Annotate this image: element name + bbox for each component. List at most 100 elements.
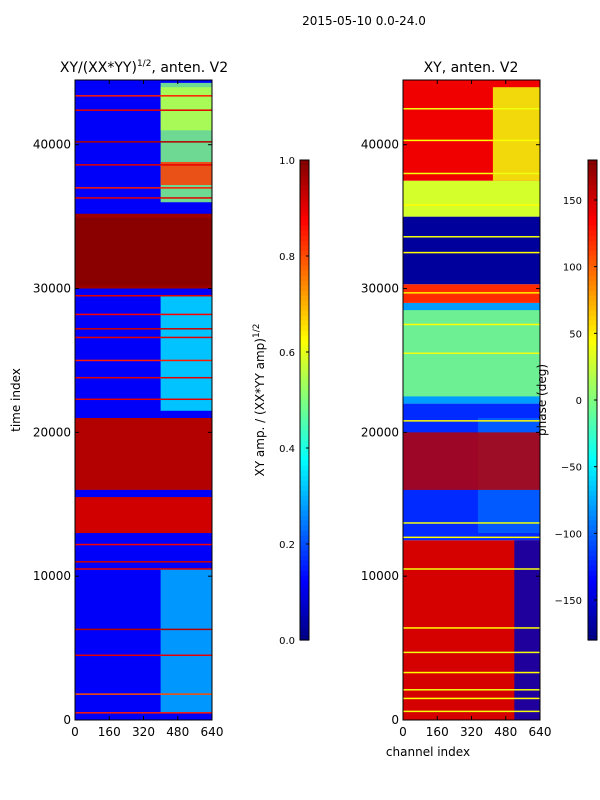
colorbar-2-step-1: [588, 630, 597, 636]
colorbar-2-step-20: [588, 535, 597, 541]
colorbar-2-tick-label-5: −100: [555, 529, 582, 540]
colorbar-1-step-81: [300, 230, 309, 236]
panel-1-ytick-label-0: 0: [63, 713, 71, 727]
colorbar-2-step-50: [588, 385, 597, 391]
colorbar-1-step-11: [300, 580, 309, 586]
panel-2-y-ticks: 0 10000 20000 30000 40000: [361, 138, 540, 727]
colorbar-2-tick-label-0: 150: [563, 196, 582, 207]
panel-1-line-12: [75, 313, 212, 316]
colorbar-2-step-11: [588, 580, 597, 586]
panel-2-line-9: [403, 420, 540, 422]
colorbar-1-step-39: [300, 440, 309, 446]
panel-1-line-2: [75, 654, 212, 657]
colorbar-1-step-87: [300, 200, 309, 206]
colorbar-2-step-46: [588, 405, 597, 411]
colorbar-1-step-18: [300, 545, 309, 551]
colorbar-2-step-78: [588, 245, 597, 251]
colorbar-1-step-80: [300, 235, 309, 241]
colorbar-2-step-93: [588, 170, 597, 176]
colorbar-2-step-75: [588, 260, 597, 266]
colorbar-1-tick-label-4: 0.8: [279, 252, 295, 263]
colorbar-1-step-70: [300, 285, 309, 291]
panel-1-line-3: [75, 628, 212, 631]
colorbar-1-ticks: 0.0 0.2 0.4 0.6 0.8 1.0: [279, 156, 309, 647]
panel-1-line-16: [75, 164, 212, 166]
colorbar-1-step-93: [300, 170, 309, 176]
colorbar-1-step-85: [300, 210, 309, 216]
panel-2-line-15: [403, 204, 540, 206]
panel-2-ytick-label-1: 10000: [361, 569, 399, 583]
panel-1-xtick-label-1: 160: [98, 725, 121, 739]
colorbar-2-step-3: [588, 620, 597, 626]
panel-2-xtick-label-2: 320: [460, 725, 483, 739]
panel-1-band-1: [75, 417, 212, 490]
panel-2-line-2: [403, 689, 540, 691]
panel-1-xtick-label-0: 0: [71, 725, 79, 739]
colorbar-1-step-77: [300, 250, 309, 256]
colorbar-2-step-92: [588, 175, 597, 181]
colorbar-1-step-34: [300, 465, 309, 471]
colorbar-1: [300, 160, 309, 641]
colorbar-1-step-56: [300, 355, 309, 361]
panel-2-line-14: [403, 236, 540, 238]
colorbar-1-step-60: [300, 335, 309, 341]
panel-1-ytick-label-2: 20000: [33, 425, 71, 439]
colorbar-2-step-66: [588, 305, 597, 311]
colorbar-1-step-38: [300, 445, 309, 451]
colorbar-1-step-86: [300, 205, 309, 211]
panel-1-line-19: [75, 95, 212, 97]
panel-1-line-6: [75, 543, 212, 546]
colorbar-1-step-9: [300, 590, 309, 596]
colorbar-2-step-69: [588, 290, 597, 296]
panel-1-ylabel: time index: [9, 368, 23, 432]
colorbar-1-step-23: [300, 520, 309, 526]
colorbar-2-step-55: [588, 360, 597, 366]
colorbar-2-step-29: [588, 490, 597, 496]
panel-1-x-ticks: 0 160 320 480 640: [71, 80, 223, 739]
colorbar-1-step-74: [300, 265, 309, 271]
colorbar-2-step-58: [588, 345, 597, 351]
panel-2-xtick-label-3: 480: [494, 725, 517, 739]
panel-1-title-suffix: , anten. V2: [151, 60, 228, 76]
colorbar-1-step-15: [300, 560, 309, 566]
colorbar-1-step-72: [300, 275, 309, 281]
colorbar-1-step-67: [300, 300, 309, 306]
colorbar-2-step-38: [588, 445, 597, 451]
colorbar-2-step-94: [588, 165, 597, 171]
colorbar-2-step-74: [588, 265, 597, 271]
colorbar-2-tick-label-4: −50: [561, 463, 582, 474]
panel-2-xlabel: channel index: [386, 745, 470, 759]
panel-2-band-5: [403, 180, 540, 217]
colorbar-1-step-17: [300, 550, 309, 556]
colorbar-1-step-45: [300, 410, 309, 416]
panel-1-line-13: [75, 294, 212, 297]
panel-2-ytick-label-0: 0: [391, 713, 399, 727]
colorbar-1-step-82: [300, 225, 309, 231]
colorbar-2-step-80: [588, 235, 597, 241]
colorbar-2-step-76: [588, 255, 597, 261]
colorbar-1-step-21: [300, 530, 309, 536]
colorbar-1-step-31: [300, 480, 309, 486]
colorbar-2-step-48: [588, 395, 597, 401]
panel-2-patch-3: [492, 87, 540, 181]
colorbar-1-tick-label-1: 0.2: [279, 540, 295, 551]
colorbar-2-step-56: [588, 355, 597, 361]
panel-2-ytick-label-2: 20000: [361, 425, 399, 439]
colorbar-2-step-4: [588, 615, 597, 621]
colorbar-1-step-53: [300, 370, 309, 376]
colorbar-1-step-46: [300, 405, 309, 411]
colorbar-2-step-57: [588, 350, 597, 356]
panel-1-line-5: [75, 561, 212, 563]
panel-2-line-8: [403, 522, 540, 524]
colorbar-1-step-92: [300, 175, 309, 181]
colorbar-1-step-28: [300, 495, 309, 501]
panel-1-line-8: [75, 376, 212, 379]
panel-1-line-10: [75, 336, 212, 339]
colorbar-1-step-68: [300, 295, 309, 301]
colorbar-2-step-51: [588, 380, 597, 386]
colorbar-2-step-14: [588, 565, 597, 571]
colorbar-2-step-23: [588, 520, 597, 526]
panel-1-line-18: [75, 109, 212, 111]
colorbar-1-step-40: [300, 435, 309, 441]
